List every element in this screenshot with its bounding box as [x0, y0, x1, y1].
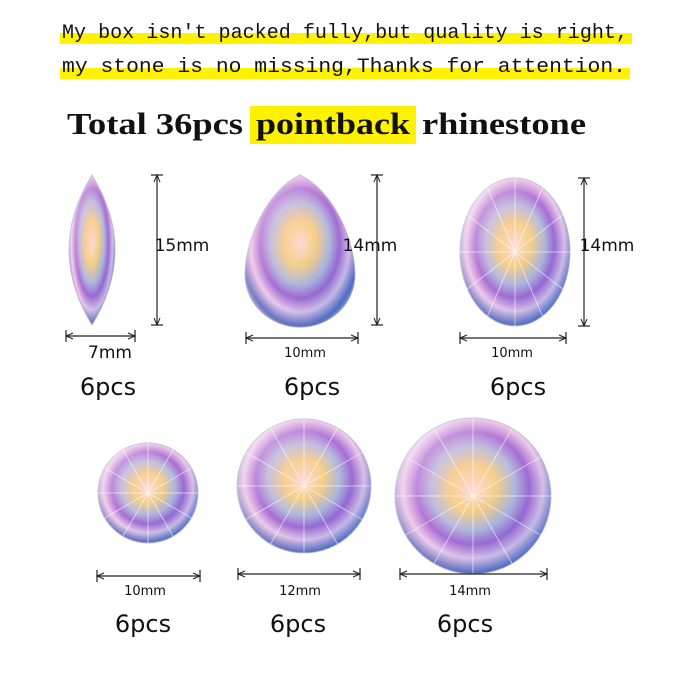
facet — [472, 495, 541, 536]
facet — [270, 427, 305, 487]
facet — [147, 449, 174, 494]
count-label: 6pcs — [80, 373, 136, 401]
facet — [467, 214, 516, 253]
arrow-head — [398, 570, 549, 578]
width-label: 12mm — [279, 584, 321, 599]
facet — [472, 428, 513, 497]
highlight — [60, 68, 630, 79]
notice-line: my stone is no missing,Thanks for attent… — [62, 56, 626, 79]
facet — [514, 214, 563, 253]
width-label: 10mm — [284, 346, 326, 361]
facet — [147, 467, 192, 494]
highlight — [60, 33, 632, 44]
arrow-head — [95, 572, 202, 580]
facet — [245, 452, 305, 487]
facet — [472, 456, 541, 497]
arrow-head — [153, 173, 161, 327]
facet — [147, 492, 192, 519]
arrow-head — [580, 176, 588, 328]
facet — [147, 492, 174, 537]
facet — [104, 467, 149, 494]
facet — [467, 251, 516, 290]
width-label: 10mm — [124, 584, 166, 599]
facet — [514, 251, 563, 290]
notice-line: My box isn't packed fully,but quality is… — [62, 22, 628, 45]
facet — [122, 492, 149, 537]
facet — [303, 427, 338, 487]
arrow-head — [458, 334, 568, 342]
count-label: 6pcs — [490, 373, 546, 401]
facet — [433, 428, 474, 497]
count-label: 6pcs — [115, 610, 171, 638]
headline: Total 36pcs — [67, 106, 243, 141]
stone-item: 14mm 10mm 6pcs — [244, 173, 398, 401]
stone-item: 14mm 6pcs — [394, 417, 552, 638]
arrow-head — [244, 334, 360, 342]
stone-item: 14mm 10mm 6pcs — [458, 176, 635, 401]
stone-shine — [69, 175, 115, 325]
width-label: 7mm — [88, 343, 132, 363]
facet — [303, 485, 338, 545]
arrow-head — [64, 332, 137, 340]
stone-item: 15mm 7mm 6pcs — [64, 173, 210, 401]
arrow-head — [373, 173, 381, 327]
height-label: 14mm — [343, 236, 398, 256]
headline-highlight: pointback — [256, 106, 411, 141]
facet — [405, 495, 474, 536]
stone-shine — [245, 175, 355, 328]
facet — [303, 485, 363, 520]
facet — [487, 187, 516, 253]
highlight — [250, 106, 416, 144]
facet — [104, 492, 149, 519]
facet — [514, 251, 543, 317]
facet — [303, 452, 363, 487]
width-label: 10mm — [491, 346, 533, 361]
height-label: 15mm — [155, 236, 210, 256]
facet — [122, 449, 149, 494]
facet — [405, 456, 474, 497]
facet — [270, 485, 305, 545]
width-label: 14mm — [449, 584, 491, 599]
facet — [433, 495, 474, 564]
count-label: 6pcs — [270, 610, 326, 638]
count-label: 6pcs — [437, 610, 493, 638]
stone-item: 12mm 6pcs — [236, 418, 372, 638]
height-label: 14mm — [580, 236, 635, 256]
facet — [487, 251, 516, 317]
stone-item: 10mm 6pcs — [95, 442, 202, 638]
count-label: 6pcs — [284, 373, 340, 401]
arrow-head — [236, 570, 362, 578]
facet — [472, 495, 513, 564]
facet — [514, 187, 543, 253]
headline: rhinestone — [422, 106, 586, 141]
facet — [245, 485, 305, 520]
